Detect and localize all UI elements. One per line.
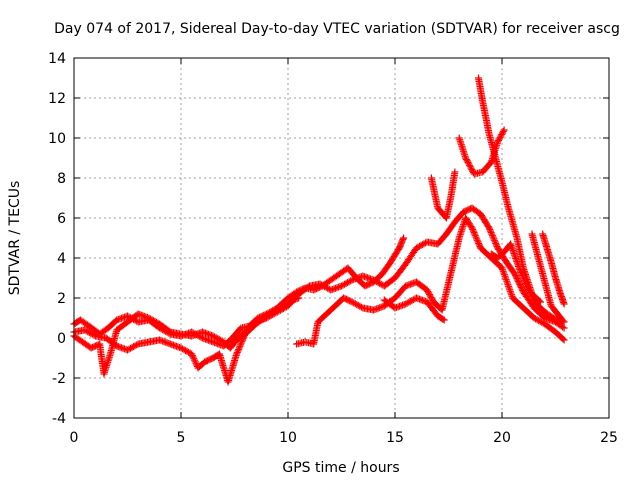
series-arc-1 [70, 234, 408, 350]
series-arc-9 [487, 240, 566, 326]
y-tick-label: 10 [48, 131, 66, 147]
x-tick-label: 10 [279, 430, 297, 446]
y-tick-label: -4 [52, 411, 66, 427]
y-tick-label: 0 [57, 331, 66, 347]
grid-lines [74, 58, 609, 418]
x-tick-label: 25 [600, 430, 618, 446]
y-tick-label: 8 [57, 171, 66, 187]
data-point-marks [70, 204, 568, 378]
y-axis-label: SDTVAR / TECUs [7, 181, 23, 296]
data-point-marks [487, 240, 566, 326]
data-point-marks [539, 230, 568, 308]
series-arc-6 [427, 168, 459, 222]
series-arc-7 [455, 126, 508, 178]
data-point-marks [528, 230, 568, 326]
axis-ticks: 0 5 10 15 20 25 -4 -2 0 2 4 6 8 10 12 14 [48, 51, 618, 446]
y-tick-label: 4 [57, 251, 66, 267]
x-tick-label: 15 [386, 430, 404, 446]
y-tick-label: 2 [57, 291, 66, 307]
x-tick-label: 20 [493, 430, 511, 446]
x-axis-label: GPS time / hours [282, 460, 399, 476]
data-point-marks [293, 214, 568, 348]
series-arc-2 [70, 204, 568, 378]
y-tick-label: 6 [57, 211, 66, 227]
x-tick-label: 0 [70, 430, 79, 446]
chart-title: Day 074 of 2017, Sidereal Day-to-day VTE… [54, 21, 620, 37]
data-point-marks [455, 126, 508, 178]
series-arc-11 [539, 230, 568, 308]
series-arc-8 [475, 74, 544, 306]
series-arc-4 [293, 214, 568, 348]
x-tick-label: 5 [177, 430, 186, 446]
data-point-marks [380, 294, 448, 324]
y-tick-label: -2 [52, 371, 66, 387]
data-points [70, 74, 568, 386]
data-point-marks [427, 168, 459, 222]
y-tick-label: 14 [48, 51, 66, 67]
series-arc-10 [528, 230, 568, 326]
data-point-marks [475, 74, 544, 306]
plot-frame [73, 57, 610, 419]
y-tick-label: 12 [48, 91, 66, 107]
series-arc-5 [380, 294, 448, 324]
data-point-marks [70, 234, 408, 350]
